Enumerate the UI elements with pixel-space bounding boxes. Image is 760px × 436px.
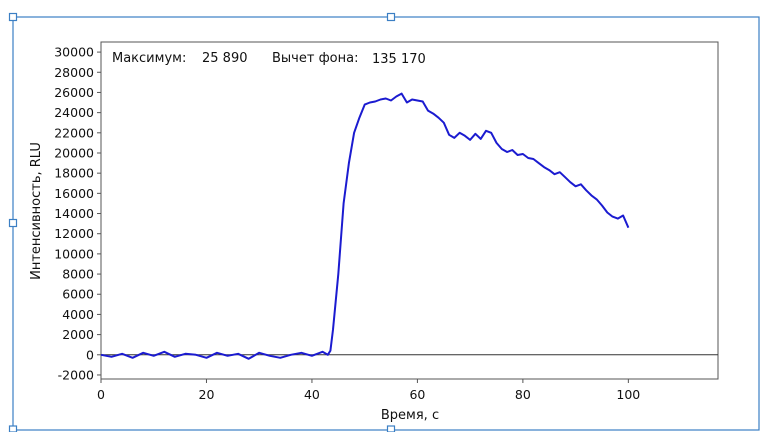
x-tick-label: 0 [97,387,105,402]
x-tick-label: 20 [199,387,215,402]
x-axis-title: Время, с [381,408,439,423]
y-axis-ticks: 3000028000260002400022000200001800016000… [54,45,101,382]
resize-handle-bottom-middle[interactable] [386,425,396,433]
x-tick-label: 100 [616,387,640,402]
plot-area [100,41,719,380]
y-axis-title: Интенсивность, RLU [29,142,44,280]
y-tick-label: 30000 [54,45,94,60]
y-tick-label: 4000 [62,307,94,322]
y-tick-label: 10000 [54,246,94,261]
y-tick-label: 12000 [54,226,94,241]
y-tick-label: 14000 [54,206,94,221]
resize-handle-bottom-left[interactable] [8,425,18,433]
y-tick-label: 0 [86,347,94,362]
y-tick-label: -2000 [58,367,94,382]
bg-subtract-value: 135 170 [372,52,426,67]
y-tick-label: 24000 [54,105,94,120]
y-tick-label: 26000 [54,85,94,100]
x-tick-label: 40 [304,387,320,402]
y-tick-label: 8000 [62,267,94,282]
y-tick-label: 28000 [54,65,94,80]
max-label: Максимум: [112,51,186,66]
resize-handle-top-middle[interactable] [386,12,396,22]
y-tick-label: 18000 [54,166,94,181]
x-tick-label: 80 [515,387,531,402]
y-tick-label: 2000 [62,327,94,342]
y-tick-label: 22000 [54,125,94,140]
y-tick-label: 6000 [62,287,94,302]
y-tick-label: 16000 [54,186,94,201]
series-group [100,92,630,360]
resize-handle-top-left[interactable] [8,12,18,22]
max-value: 25 890 [202,51,248,66]
x-axis-ticks: 0 20 40 60 80 100 [97,379,640,402]
x-tick-label: 60 [409,387,425,402]
bg-subtract-label: Вычет фона: [272,51,358,66]
y-tick-label: 20000 [54,145,94,160]
resize-handle-middle-left[interactable] [8,218,18,228]
series-line [100,92,630,360]
